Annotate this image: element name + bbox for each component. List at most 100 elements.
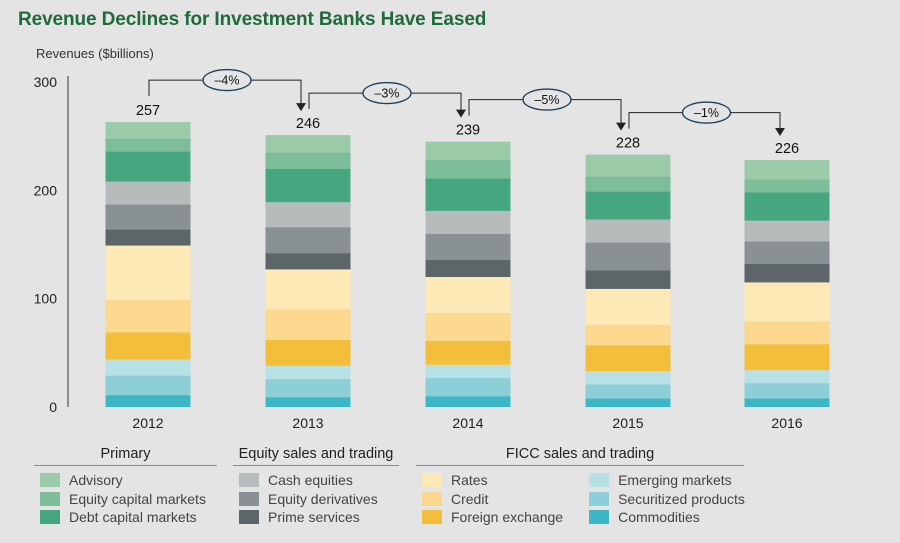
bar-segment-credit	[585, 324, 671, 346]
bar-segment-emerging-markets	[744, 370, 830, 384]
change-label: –3%	[374, 87, 399, 101]
stacked-bar-chart: Revenues ($billions) 0 100 200 300 257 2012 246…	[34, 46, 830, 431]
bar-segment-advisory	[105, 122, 191, 139]
legend-label: Equity derivatives	[268, 490, 378, 507]
x-tick-label: 2013	[292, 415, 323, 431]
change-oval	[522, 88, 572, 111]
legend-item: Debt capital markets	[40, 508, 206, 527]
change-arrowhead	[616, 122, 626, 131]
bar-segment-debt-capital-markets	[744, 192, 830, 221]
legend-swatch	[589, 510, 610, 525]
legend-item: Commodities	[589, 508, 745, 527]
bar-segment-commodities	[744, 398, 830, 407]
legend-swatch	[239, 491, 259, 506]
change-label: –4%	[214, 74, 239, 88]
legend-group: Equity sales and trading Cash equities Equ…	[233, 446, 399, 527]
legend-swatch	[422, 473, 442, 488]
x-tick-label: 2014	[452, 415, 483, 431]
bar-segment-credit	[105, 299, 191, 333]
bar-segment-prime-services	[425, 259, 511, 277]
legend-item: Securitized products	[589, 490, 745, 509]
bar-segment-advisory	[425, 141, 511, 160]
bar-segment-securitized-products	[105, 375, 191, 396]
bar-segment-commodities	[105, 395, 191, 407]
y-tick-label: 100	[34, 291, 58, 307]
change-label: –1%	[694, 106, 719, 120]
legend-label: Debt capital markets	[69, 509, 197, 526]
bar-segment-emerging-markets	[105, 359, 191, 376]
legend-label: Equity capital markets	[69, 490, 206, 507]
change-label: –5%	[534, 93, 559, 107]
legend-item: Rates	[422, 471, 563, 490]
bar-segment-equity-derivatives	[425, 233, 511, 260]
bar-segment-advisory	[744, 160, 830, 180]
bar-segment-credit	[744, 321, 830, 345]
legend-label: Commodities	[618, 509, 700, 526]
bar-segment-securitized-products	[585, 384, 671, 399]
bar-segment-equity-capital-markets	[105, 138, 191, 152]
legend-item: Equity capital markets	[40, 490, 206, 509]
bar-total-label: 228	[616, 136, 640, 152]
change-oval	[681, 101, 732, 124]
legend-label: Advisory	[69, 472, 123, 489]
bar-segment-emerging-markets	[425, 364, 511, 378]
bar-segment-commodities	[585, 398, 671, 407]
bar-segment-cash-equities	[585, 219, 671, 243]
bar-segment-credit	[425, 312, 511, 341]
x-tick-label: 2016	[771, 415, 802, 431]
bar-segment-commodities	[265, 397, 351, 407]
bar-total-label: 239	[456, 123, 480, 139]
legend: Primary Advisory Equity capital markets Deb…	[0, 446, 900, 543]
bar-segment-equity-derivatives	[105, 204, 191, 230]
legend-label: Cash equities	[268, 472, 353, 489]
bar-segment-prime-services	[744, 264, 830, 283]
bar-segment-prime-services	[585, 270, 671, 289]
bar-segment-prime-services	[105, 229, 191, 246]
bar-segment-debt-capital-markets	[265, 168, 351, 203]
change-oval	[362, 81, 412, 105]
y-tick-label: 200	[34, 182, 58, 198]
legend-swatch	[422, 510, 442, 525]
legend-item: Credit	[422, 490, 563, 509]
bar-segment-emerging-markets	[585, 371, 671, 385]
legend-item: Cash equities	[239, 471, 378, 490]
legend-label: Prime services	[268, 509, 360, 526]
bar-segment-foreign-exchange	[425, 340, 511, 365]
legend-swatch	[239, 473, 259, 488]
bar-segment-foreign-exchange	[265, 339, 351, 366]
bar-segment-foreign-exchange	[105, 332, 191, 360]
chart-title: Revenue Declines for Investment Banks Ha…	[18, 9, 487, 30]
bar-segment-debt-capital-markets	[425, 178, 511, 211]
y-axis-label: Revenues ($billions)	[36, 46, 154, 61]
legend-label: Rates	[451, 472, 488, 489]
legend-group-title: FICC sales and trading	[416, 446, 744, 466]
legend-group-title: Equity sales and trading	[233, 446, 399, 466]
bar-total-label: 246	[296, 116, 320, 132]
bar-segment-equity-capital-markets	[265, 152, 351, 169]
bar-segment-equity-capital-markets	[425, 160, 511, 179]
legend-label: Emerging markets	[618, 472, 732, 489]
legend-group: Primary Advisory Equity capital markets Deb…	[34, 446, 217, 527]
bar-segment-securitized-products	[425, 377, 511, 397]
bar-segment-prime-services	[265, 253, 351, 270]
legend-group-title: Primary	[34, 446, 217, 466]
y-tick-label: 0	[49, 399, 57, 415]
bar-segment-cash-equities	[265, 202, 351, 228]
change-arrowhead	[296, 103, 306, 112]
legend-item: Emerging markets	[589, 471, 745, 490]
legend-swatch	[40, 491, 60, 506]
bar-total-label: 226	[775, 141, 799, 157]
bar-total-label: 257	[136, 103, 160, 119]
legend-swatch	[422, 491, 442, 506]
legend-label: Securitized products	[618, 490, 745, 507]
legend-swatch	[40, 510, 60, 525]
bar-segment-rates	[744, 282, 830, 322]
legend-swatch	[589, 491, 610, 506]
change-arrowhead	[456, 109, 466, 118]
bar-segment-rates	[265, 269, 351, 310]
legend-label: Credit	[451, 490, 489, 507]
bar-segment-equity-derivatives	[265, 227, 351, 254]
bar-segment-foreign-exchange	[744, 344, 830, 371]
legend-item: Prime services	[239, 508, 378, 527]
bar-segment-rates	[425, 277, 511, 313]
